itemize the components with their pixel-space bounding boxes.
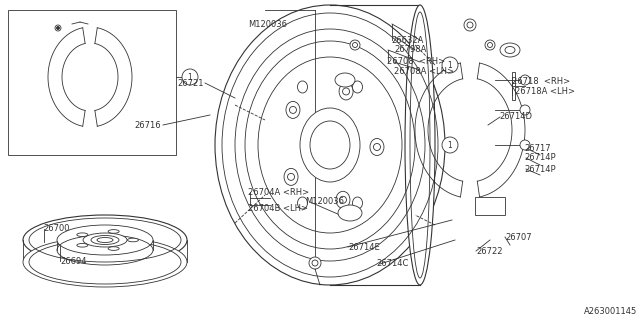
Circle shape	[520, 140, 530, 150]
Ellipse shape	[284, 168, 298, 185]
Ellipse shape	[57, 225, 153, 255]
Bar	[475, 197, 505, 215]
Text: 26716: 26716	[134, 121, 161, 130]
Text: 26722: 26722	[477, 247, 503, 256]
Circle shape	[520, 105, 530, 115]
Ellipse shape	[298, 197, 307, 209]
Text: 26700: 26700	[44, 224, 70, 233]
Ellipse shape	[370, 139, 384, 156]
Text: M120036: M120036	[248, 20, 287, 28]
Text: 1: 1	[447, 60, 452, 69]
Text: 26721: 26721	[177, 79, 204, 88]
Text: 1: 1	[447, 140, 452, 149]
Text: 26694: 26694	[60, 257, 86, 266]
Ellipse shape	[83, 233, 127, 247]
Ellipse shape	[405, 5, 435, 285]
Text: 26717: 26717	[525, 144, 552, 153]
Circle shape	[309, 257, 321, 269]
Bar	[8, 10, 176, 155]
Ellipse shape	[338, 205, 362, 221]
Ellipse shape	[500, 43, 520, 57]
Ellipse shape	[108, 247, 119, 250]
Circle shape	[464, 19, 476, 31]
Text: 26632A: 26632A	[392, 36, 424, 44]
Ellipse shape	[300, 108, 360, 182]
Circle shape	[442, 137, 458, 153]
Ellipse shape	[127, 238, 138, 242]
Text: 1: 1	[188, 73, 193, 82]
Text: 26704A <RH>: 26704A <RH>	[248, 188, 310, 197]
Ellipse shape	[353, 81, 362, 93]
Text: 26718  <RH>: 26718 <RH>	[512, 77, 570, 86]
Bar	[512, 72, 515, 100]
Ellipse shape	[339, 83, 353, 100]
Text: 26798A: 26798A	[395, 45, 428, 54]
Circle shape	[56, 27, 60, 29]
Ellipse shape	[23, 215, 187, 265]
Text: 26704B <LH>: 26704B <LH>	[248, 204, 308, 213]
Ellipse shape	[215, 5, 445, 285]
Text: 26714E: 26714E	[349, 243, 381, 252]
Text: 26714D: 26714D	[499, 112, 532, 121]
Text: 26714P: 26714P	[525, 165, 556, 174]
Ellipse shape	[336, 191, 350, 208]
Circle shape	[442, 57, 458, 73]
Ellipse shape	[77, 233, 88, 236]
Ellipse shape	[286, 101, 300, 118]
Circle shape	[485, 40, 495, 50]
Ellipse shape	[298, 81, 307, 93]
Text: 26718A <LH>: 26718A <LH>	[515, 87, 575, 96]
Text: 26708A <LH>: 26708A <LH>	[394, 67, 454, 76]
Text: A263001145: A263001145	[584, 308, 637, 316]
Ellipse shape	[23, 237, 187, 287]
Circle shape	[520, 75, 530, 85]
Ellipse shape	[353, 197, 362, 209]
Text: 26714P: 26714P	[525, 153, 556, 162]
Circle shape	[350, 40, 360, 50]
Text: 26714C: 26714C	[376, 260, 409, 268]
Circle shape	[182, 69, 198, 85]
Ellipse shape	[335, 73, 355, 87]
Text: M120036: M120036	[305, 197, 344, 206]
Ellipse shape	[108, 230, 119, 233]
Text: 26708  <RH>: 26708 <RH>	[387, 57, 445, 66]
Text: 26707: 26707	[506, 233, 532, 242]
Ellipse shape	[77, 244, 88, 247]
